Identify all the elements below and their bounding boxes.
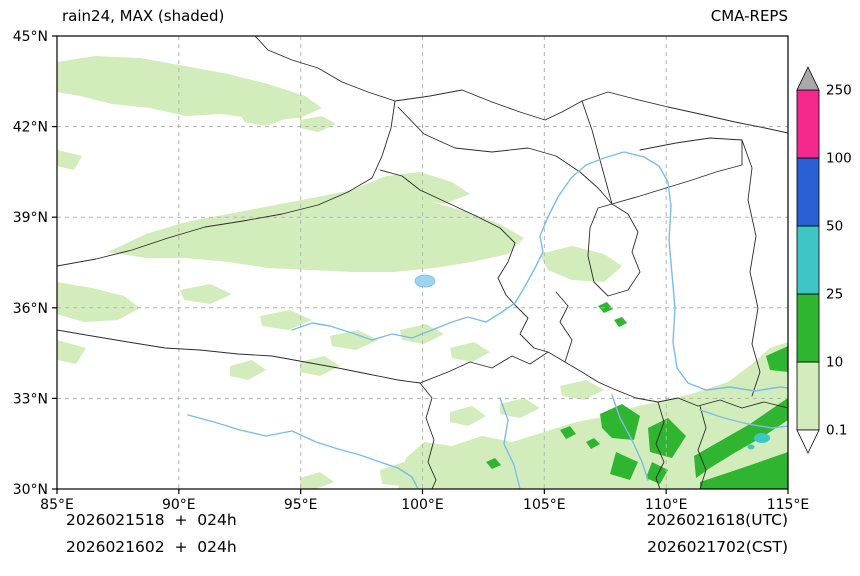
y-tick-label: 33°N <box>13 391 48 407</box>
valid-time-cst: 2026021702(CST) <box>647 538 788 556</box>
x-tick-label: 110°E <box>645 497 688 513</box>
colorbar-over-arrow <box>796 66 820 91</box>
colorbar-under-arrow <box>796 429 820 454</box>
colorbar-tick-label: 25 <box>826 287 843 303</box>
init-time-line1: 2026021518 + 024h <box>66 511 237 529</box>
colorbar-tick-label: 0.1 <box>826 423 847 439</box>
x-tick-label: 105°E <box>523 497 566 513</box>
y-tick-label: 45°N <box>13 29 48 45</box>
colorbar: 0.1 10 25 50 100 250 <box>796 66 852 454</box>
axis-labels: 85°E 90°E 95°E 100°E 105°E 110°E 115°E 30°N 33°N… <box>13 29 810 513</box>
colorbar-tick-label: 50 <box>826 219 843 235</box>
colorbar-tick-label: 10 <box>826 355 843 371</box>
y-tick-label: 42°N <box>13 120 48 136</box>
colorbar-tick-label: 100 <box>826 151 852 167</box>
model-label: CMA-REPS <box>710 7 788 25</box>
x-tick-label: 115°E <box>767 497 810 513</box>
x-tick-label: 95°E <box>284 497 318 513</box>
valid-time-utc: 2026021618(UTC) <box>646 511 788 529</box>
y-tick-label: 39°N <box>13 210 48 226</box>
precip-shading <box>57 56 788 489</box>
map-boundaries <box>57 36 788 489</box>
y-tick-label: 30°N <box>13 482 48 498</box>
init-time-line2: 2026021602 + 024h <box>66 538 237 556</box>
x-tick-label: 90°E <box>162 497 196 513</box>
y-tick-label: 36°N <box>13 301 48 317</box>
gridlines <box>57 36 788 489</box>
x-tick-label: 100°E <box>401 497 444 513</box>
plot-title: rain24, MAX (shaded) <box>62 7 225 25</box>
colorbar-tick-label: 250 <box>826 83 852 99</box>
x-tick-label: 85°E <box>40 497 74 513</box>
